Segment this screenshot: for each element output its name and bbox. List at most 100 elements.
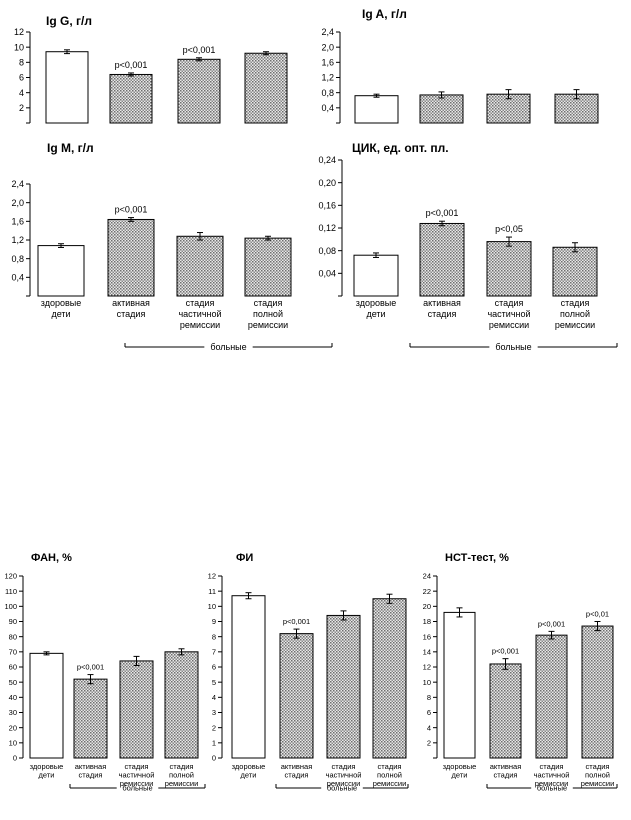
- x-tick-label: здоровые дети: [232, 762, 266, 780]
- bar: [443, 611, 476, 759]
- y-tick-label: 5: [212, 678, 216, 687]
- y-tick-label: 1,6: [11, 216, 24, 226]
- x-tick-label: стадия частичной ремиссии: [178, 298, 221, 330]
- y-tick-label: 12: [14, 27, 24, 37]
- p-value-label: p<0,01: [586, 610, 609, 619]
- y-tick-label: 2,0: [11, 198, 24, 208]
- p-value-label: p<0,001: [283, 617, 310, 626]
- chart-panel-2: Ig A, г/л 0,4 0,8 1,2 1,6 2,0 2,4: [321, 7, 599, 124]
- y-tick-label: 2,0: [321, 42, 334, 52]
- p-value-label: p<0,001: [183, 45, 216, 55]
- y-tick-label: 9: [212, 617, 216, 626]
- y-tick-label: 2,4: [321, 27, 334, 37]
- y-tick-label: 80: [9, 632, 17, 641]
- y-tick-label: 12: [423, 663, 431, 672]
- y-tick-label: 20: [423, 602, 431, 611]
- y-tick-label: 100: [4, 602, 17, 611]
- y-tick-label: 4: [427, 723, 431, 732]
- y-tick-label: 3: [212, 708, 216, 717]
- chart-title: НСТ-тест, %: [445, 552, 509, 564]
- bar: [164, 651, 199, 759]
- y-tick-label: 24: [423, 572, 431, 581]
- y-tick-label: 6: [427, 708, 431, 717]
- y-tick-label: 0,12: [318, 223, 336, 233]
- group-label: больные: [122, 784, 152, 793]
- chart-title: Ig G, г/л: [46, 14, 92, 28]
- y-tick-label: 8: [19, 57, 24, 67]
- y-tick-label: 2,4: [11, 179, 24, 189]
- bar: [489, 663, 522, 759]
- bar: [353, 254, 399, 297]
- x-tick-label: здоровые дети: [30, 762, 64, 780]
- x-tick-label: стадия полной ремиссии: [248, 298, 288, 330]
- y-tick-label: 8: [427, 693, 431, 702]
- bar: [231, 595, 266, 759]
- x-tick-label: активная стадия: [75, 762, 107, 780]
- y-tick-label: 40: [9, 693, 17, 702]
- bar: [419, 222, 465, 297]
- x-tick-label: здоровые дети: [41, 298, 81, 319]
- bar: [119, 660, 154, 759]
- group-label: больные: [210, 342, 246, 352]
- y-tick-label: 4: [19, 88, 24, 98]
- bar: [176, 235, 224, 297]
- p-value-label: p<0,001: [538, 619, 565, 628]
- y-tick-label: 70: [9, 647, 17, 656]
- bar: [73, 678, 108, 759]
- bar: [279, 633, 314, 759]
- y-tick-label: 14: [423, 647, 431, 656]
- y-tick-label: 0: [212, 754, 216, 763]
- group-label: больные: [495, 342, 531, 352]
- bar: [244, 237, 292, 297]
- y-tick-label: 22: [423, 587, 431, 596]
- x-tick-label: стадия частичной ремиссии: [326, 762, 362, 788]
- y-tick-label: 0,4: [11, 272, 24, 282]
- y-tick-label: 30: [9, 708, 17, 717]
- bar: [372, 598, 407, 759]
- y-tick-label: 18: [423, 617, 431, 626]
- y-tick-label: 4: [212, 693, 216, 702]
- p-value-label: p<0,001: [115, 205, 148, 215]
- x-tick-label: активная стадия: [490, 762, 522, 780]
- y-tick-label: 2: [212, 723, 216, 732]
- bar: [535, 634, 568, 759]
- y-tick-label: 0,4: [321, 103, 334, 113]
- y-tick-label: 0,08: [318, 246, 336, 256]
- p-value-label: p<0,001: [77, 663, 104, 672]
- x-tick-label: активная стадия: [423, 298, 461, 319]
- y-tick-label: 20: [9, 723, 17, 732]
- chart-title: Ig A, г/л: [362, 7, 407, 21]
- bar: [37, 245, 85, 297]
- x-tick-label: стадия полной ремиссии: [555, 298, 595, 330]
- x-tick-label: стадия частичной ремиссии: [487, 298, 530, 330]
- bar: [326, 614, 361, 759]
- bar: [109, 73, 153, 124]
- y-tick-label: 10: [9, 738, 17, 747]
- x-tick-label: стадия частичной ремиссии: [119, 762, 155, 788]
- bar: [244, 52, 288, 124]
- x-tick-label: активная стадия: [281, 762, 313, 780]
- y-tick-label: 0,8: [321, 88, 334, 98]
- bar: [581, 625, 614, 759]
- chart-title: ФИ: [236, 552, 253, 564]
- y-tick-label: 0,04: [318, 268, 336, 278]
- x-tick-label: здоровые дети: [443, 762, 477, 780]
- x-tick-label: стадия полной ремиссии: [373, 762, 407, 788]
- p-value-label: p<0,001: [115, 60, 148, 70]
- bar: [29, 652, 64, 759]
- chart-title: ЦИК, ед. опт. пл.: [352, 141, 449, 155]
- p-value-label: p<0,001: [426, 208, 459, 218]
- chart-title: ФАН, %: [31, 552, 72, 564]
- chart-panel-5: ФАН, % 0 10 20 30 40 50 60 70 80 90 100 110 120 p<0,00…: [4, 552, 206, 793]
- y-tick-label: 10: [423, 678, 431, 687]
- y-tick-label: 2: [427, 738, 431, 747]
- y-tick-label: 8: [212, 632, 216, 641]
- bar: [177, 58, 221, 124]
- chart-panel-1: Ig G, г/л 2 4 6 8 10 12 p<0,001 p<0,001: [14, 14, 288, 124]
- chart-panel-4: ЦИК, ед. опт. пл. 0,04 0,08 0,12 0,16 0,20 0,2…: [318, 141, 618, 352]
- y-tick-label: 1,2: [321, 73, 334, 83]
- y-tick-label: 11: [208, 587, 216, 596]
- y-tick-label: 12: [208, 572, 216, 581]
